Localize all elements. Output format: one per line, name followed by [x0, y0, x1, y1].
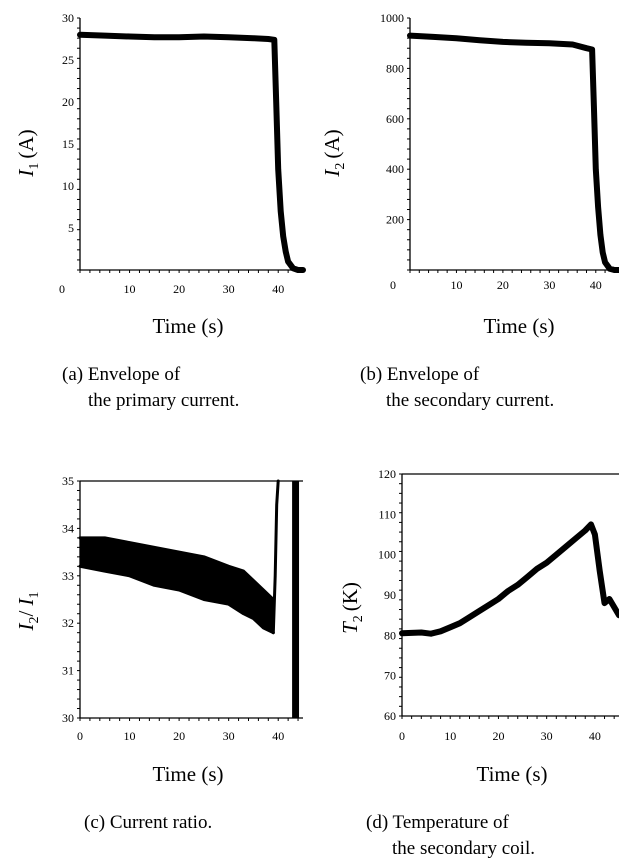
caption-a-line2: the primary current. — [88, 390, 240, 411]
y-tick-label: 400 — [386, 162, 404, 176]
panel-c-plot: 0 10 20 30 40 30 31 32 33 34 35 — [62, 474, 303, 743]
panel-b-y-label: I2(A) — [320, 129, 348, 177]
series-line — [399, 521, 619, 637]
caption-c-line1: (c) Current ratio. — [84, 812, 213, 833]
y-tick-label: 25 — [62, 53, 74, 67]
caption-b-line2: the secondary current. — [386, 390, 555, 411]
x-tick-label: 30 — [541, 729, 553, 743]
y-tick-label: 5 — [68, 221, 74, 235]
x-tick-label: 10 — [450, 278, 462, 292]
y-tick-label: 100 — [378, 548, 396, 562]
y-tick-label: 31 — [62, 664, 74, 678]
caption-d-line1: (d) Temperature of — [366, 812, 509, 833]
panel-c-y-label: I2/ I1 — [14, 591, 42, 631]
y-tick-label: 15 — [62, 137, 74, 151]
series-line — [407, 32, 619, 273]
panel-b: I2(A) 0 10 20 30 40 200 400 600 800 1000 Time (s) — [320, 11, 619, 338]
y-tick-label: 30 — [62, 11, 74, 25]
caption-d-line2: the secondary coil. — [392, 838, 535, 859]
panel-a-x-label: Time (s) — [153, 314, 224, 338]
panel-d-plot: 0 10 20 30 40 60 70 80 90 100 110 120 — [378, 467, 619, 743]
y-tick-label: 90 — [384, 588, 396, 602]
x-tick-label: 10 — [124, 729, 136, 743]
x-tick-label: 20 — [492, 729, 504, 743]
panel-a-y-label: I1(A) — [14, 129, 42, 177]
y-tick-label: 34 — [62, 521, 74, 535]
panel-b-x-label: Time (s) — [484, 314, 555, 338]
y-tick-label: 10 — [62, 179, 74, 193]
x-tick-label: 0 — [77, 729, 83, 743]
y-tick-label: 32 — [62, 616, 74, 630]
panel-d: T2(K) 0 10 20 30 40 60 70 80 90 100 110 120 Time (s… — [338, 467, 619, 786]
x-tick-label: 40 — [272, 729, 284, 743]
panel-d-x-label: Time (s) — [477, 762, 548, 786]
series-noise-band — [80, 537, 274, 633]
x-tick-label: 10 — [444, 729, 456, 743]
panel-a: I1(A) 0 10 20 30 40 5 10 15 20 25 30 Time (s) — [14, 11, 306, 338]
y-tick-label: 1000 — [380, 11, 404, 25]
series-band — [292, 481, 300, 718]
x-tick-label: 30 — [223, 729, 235, 743]
y-tick-label: 20 — [62, 95, 74, 109]
y-tick-label: 35 — [62, 474, 74, 488]
x-tick-label: 0 — [399, 729, 405, 743]
caption-b-line1: (b) Envelope of — [360, 364, 480, 385]
x-tick-label: 0 — [59, 282, 65, 296]
y-tick-label: 30 — [62, 711, 74, 725]
x-tick-label: 20 — [173, 282, 185, 296]
y-tick-label: 120 — [378, 467, 396, 481]
y-tick-label: 60 — [384, 709, 396, 723]
panel-d-y-label: T2(K) — [338, 582, 366, 634]
y-tick-label: 600 — [386, 112, 404, 126]
y-tick-label: 110 — [378, 507, 396, 521]
panel-b-plot: 0 10 20 30 40 200 400 600 800 1000 — [380, 11, 619, 292]
series-line — [77, 31, 306, 273]
series-line-spike — [271, 479, 280, 635]
y-tick-label: 33 — [62, 569, 74, 583]
y-tick-label: 80 — [384, 628, 396, 642]
panel-a-plot: 0 10 20 30 40 5 10 15 20 25 30 — [59, 11, 306, 296]
panel-c: I2/ I1 0 10 20 30 40 30 31 32 33 34 35 Time (s) — [14, 474, 303, 786]
y-tick-label: 800 — [386, 61, 404, 75]
caption-a-line1: (a) Envelope of — [62, 364, 181, 385]
x-tick-label: 10 — [124, 282, 136, 296]
x-tick-label: 20 — [173, 729, 185, 743]
x-tick-label: 40 — [272, 282, 284, 296]
x-tick-label: 40 — [590, 278, 602, 292]
x-tick-label: 20 — [497, 278, 509, 292]
x-tick-label: 30 — [543, 278, 555, 292]
x-tick-label: 30 — [223, 282, 235, 296]
y-tick-label: 70 — [384, 669, 396, 683]
panel-c-x-label: Time (s) — [153, 762, 224, 786]
y-tick-label: 200 — [386, 213, 404, 227]
x-tick-label: 0 — [390, 278, 396, 292]
x-tick-label: 40 — [589, 729, 601, 743]
